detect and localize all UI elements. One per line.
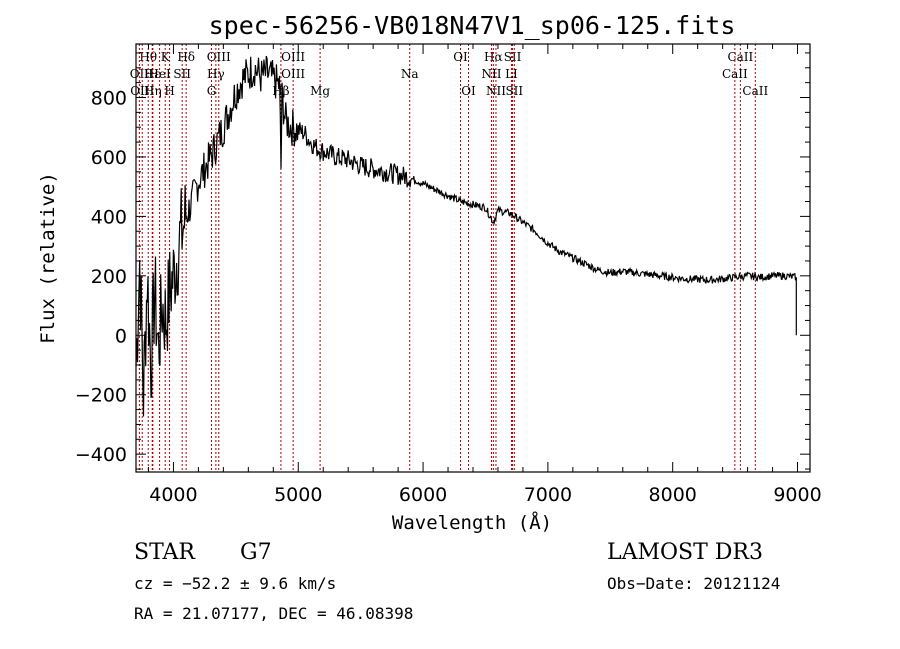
observation-date: Obs−Date: 20121124 — [607, 574, 780, 593]
line-label: K — [161, 50, 171, 64]
line-label: Hη — [144, 84, 162, 98]
line-label: SII — [505, 84, 523, 98]
y-tick-label: 400 — [91, 206, 127, 228]
x-tick-label: 6000 — [399, 484, 447, 506]
line-label: Mg — [310, 84, 330, 98]
line-label: H — [164, 84, 174, 98]
x-axis-label: Wavelength (Å) — [392, 511, 552, 534]
line-label: Hδ — [177, 50, 195, 64]
line-label: OI — [453, 50, 468, 64]
coordinates: RA = 21.07177, DEC = 46.08398 — [134, 604, 413, 623]
survey-name: LAMOST DR3 — [607, 540, 763, 565]
x-tick-label: 8000 — [649, 484, 697, 506]
line-label: OIII — [281, 67, 305, 81]
object-class: STAR — [134, 540, 196, 565]
line-label: NII — [486, 84, 506, 98]
line-label: Hγ — [207, 67, 225, 81]
line-label: Hε — [144, 67, 161, 81]
y-tick-label: 200 — [91, 266, 127, 288]
chart-title: spec-56256-VB018N47V1_sp06-125.fits — [209, 11, 736, 40]
plot-frame — [135, 43, 811, 473]
line-label: HeI — [148, 67, 171, 81]
line-label: Na — [401, 67, 419, 81]
line-label: OI — [461, 84, 476, 98]
line-label: SII — [504, 50, 522, 64]
line-label: LI — [505, 67, 518, 81]
y-tick-label: 0 — [115, 325, 127, 347]
x-tick-label: 4000 — [149, 484, 197, 506]
line-label: NII — [481, 67, 501, 81]
line-label: CaII — [722, 67, 748, 81]
line-label: CaII — [727, 50, 753, 64]
x-tick-label: 7000 — [524, 484, 572, 506]
x-tick-label: 9000 — [773, 484, 821, 506]
line-label: G — [207, 84, 217, 98]
y-tick-label: 600 — [91, 147, 127, 169]
spectrum-line — [135, 55, 797, 417]
y-tick-label: 800 — [91, 88, 127, 110]
object-subclass: G7 — [240, 540, 272, 565]
line-label: Hβ — [272, 84, 289, 98]
y-tick-label: −400 — [75, 444, 127, 466]
y-axis-label: Flux (relative) — [37, 172, 59, 344]
x-tick-label: 5000 — [274, 484, 322, 506]
y-tick-label: −200 — [75, 385, 127, 407]
line-label: OIII — [281, 50, 305, 64]
axis-ticks: 4000 5000 6000 7000 8000 9000 −400 −200 0 200 400 6… — [75, 44, 822, 506]
redshift-velocity: cz = −52.2 ± 9.6 km/s — [134, 574, 336, 593]
line-label: OII — [130, 67, 150, 81]
line-label: Hα — [484, 50, 503, 64]
line-label: SII — [173, 67, 191, 81]
line-label: CaII — [742, 84, 768, 98]
line-label: OIII — [207, 50, 231, 64]
